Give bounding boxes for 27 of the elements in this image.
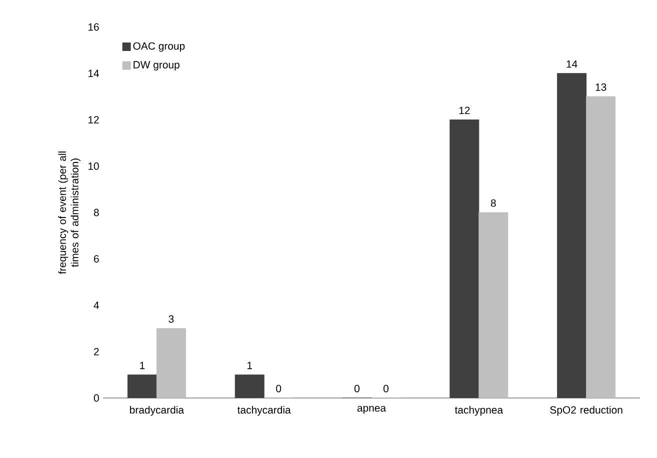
data-label: 3: [168, 315, 174, 323]
x-tick-label: apnea: [357, 406, 386, 414]
x-tick-label: SpO2 reduction: [550, 406, 622, 416]
data-label: 0: [276, 384, 282, 392]
y-tick-label: 16: [88, 23, 99, 31]
y-tick-label: 12: [88, 116, 99, 124]
y-tick-label: 4: [94, 302, 99, 309]
y-tick-label: 8: [94, 208, 99, 216]
data-label: 1: [140, 362, 145, 370]
x-tick-label: tachypnea: [454, 406, 504, 416]
legend-label: OAC group: [133, 42, 185, 52]
data-label: 0: [384, 384, 388, 392]
y-tick-label: 0: [94, 394, 99, 402]
y-tick-label: 14: [88, 70, 99, 77]
data-label: 1: [247, 362, 252, 370]
data-label: 13: [596, 83, 606, 91]
y-axis-title: frequency of event (per all times of administration): [58, 152, 81, 274]
y-tick-label: 10: [88, 162, 99, 170]
legend-label: DW group: [134, 61, 180, 71]
data-label: 8: [490, 199, 496, 207]
x-tick-label: bradycardia: [130, 406, 184, 416]
data-label: 12: [459, 106, 470, 114]
y-tick-label: 6: [94, 255, 99, 263]
data-label: 14: [566, 60, 578, 68]
data-label: 0: [354, 384, 360, 392]
x-tick-label: tachycardia: [238, 406, 291, 416]
y-tick-label: 2: [94, 348, 99, 356]
